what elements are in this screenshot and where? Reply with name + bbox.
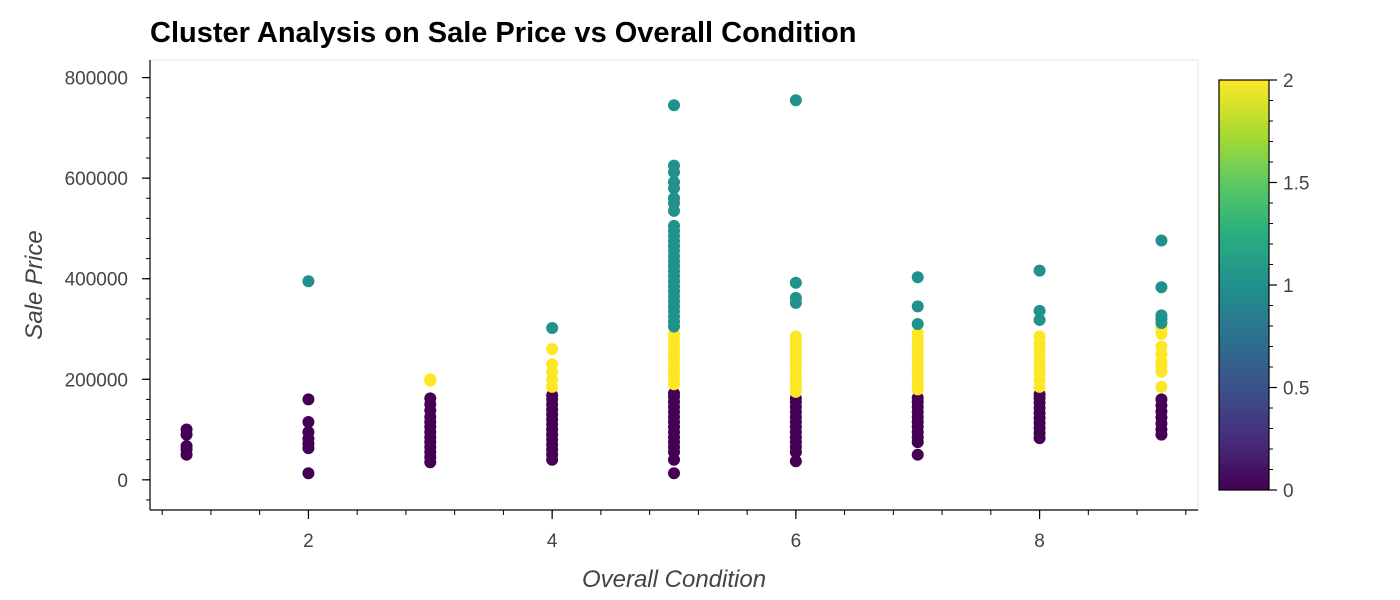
data-point-cluster-0 xyxy=(180,440,193,453)
data-point-cluster-1 xyxy=(1033,264,1046,277)
data-point-cluster-2 xyxy=(911,327,924,340)
data-point-cluster-1 xyxy=(911,300,924,313)
data-point-cluster-1 xyxy=(668,99,680,112)
points-layer xyxy=(180,94,1168,480)
data-point-cluster-0 xyxy=(302,426,315,439)
x-axis-label: Overall Condition xyxy=(582,566,766,593)
data-point-cluster-1 xyxy=(911,317,924,330)
data-point-cluster-2 xyxy=(1155,340,1168,353)
x-tick-label: 8 xyxy=(1034,531,1045,552)
data-point-cluster-1 xyxy=(668,192,680,205)
x-axis: 2 4 6 8 xyxy=(161,510,1187,552)
x-tick-label: 6 xyxy=(791,531,802,552)
data-point-cluster-1 xyxy=(789,94,802,107)
data-point-cluster-1 xyxy=(302,275,315,288)
data-point-cluster-0 xyxy=(789,455,802,468)
data-point-cluster-0 xyxy=(302,393,315,406)
data-point-cluster-1 xyxy=(668,159,680,172)
colorbar-tick-label: 1.5 xyxy=(1283,174,1309,195)
data-point-cluster-1 xyxy=(1155,234,1168,247)
y-tick-label: 800000 xyxy=(65,69,128,90)
data-point-cluster-1 xyxy=(1155,309,1168,322)
colorbar xyxy=(1218,79,1270,491)
data-point-cluster-1 xyxy=(789,276,802,289)
data-point-cluster-0 xyxy=(302,416,315,429)
data-point-cluster-2 xyxy=(546,343,559,356)
colorbar-tick-label: 0.5 xyxy=(1283,379,1309,400)
data-point-cluster-1 xyxy=(546,321,559,334)
data-point-cluster-2 xyxy=(546,358,559,371)
data-point-cluster-1 xyxy=(789,291,802,304)
colorbar-tick-label: 1 xyxy=(1283,276,1294,297)
data-point-cluster-0 xyxy=(302,467,315,480)
data-point-cluster-1 xyxy=(1033,304,1046,317)
data-point-cluster-0 xyxy=(424,392,437,405)
data-point-cluster-1 xyxy=(1033,313,1046,326)
x-tick-label: 2 xyxy=(303,531,314,552)
data-point-cluster-2 xyxy=(1155,380,1168,393)
colorbar-tick-label: 2 xyxy=(1283,71,1294,92)
data-point-cluster-0 xyxy=(668,387,680,400)
data-point-cluster-1 xyxy=(911,271,924,284)
data-point-cluster-0 xyxy=(911,448,924,461)
data-point-cluster-2 xyxy=(424,373,437,386)
data-point-cluster-2 xyxy=(1033,330,1046,343)
x-tick-label: 4 xyxy=(547,531,558,552)
y-tick-label: 600000 xyxy=(65,169,128,190)
data-point-cluster-0 xyxy=(1155,393,1168,406)
y-tick-label: 400000 xyxy=(65,270,128,291)
y-axis: 0 200000 400000 600000 800000 xyxy=(65,69,150,501)
y-tick-label: 200000 xyxy=(65,370,128,391)
colorbar-tick-label: 0 xyxy=(1283,481,1294,502)
colorbar-axis: 0 0.5 1 1.5 2 xyxy=(1269,71,1309,502)
data-point-cluster-0 xyxy=(180,423,193,436)
data-point-cluster-1 xyxy=(668,176,680,189)
chart-title: Cluster Analysis on Sale Price vs Overal… xyxy=(150,17,856,49)
data-point-cluster-1 xyxy=(1155,281,1168,294)
data-point-cluster-1 xyxy=(668,219,680,232)
y-axis-label: Sale Price xyxy=(21,230,48,339)
data-point-cluster-2 xyxy=(789,330,802,343)
y-tick-label: 0 xyxy=(117,471,128,492)
data-point-cluster-0 xyxy=(911,391,924,404)
data-point-cluster-0 xyxy=(546,389,559,402)
data-point-cluster-0 xyxy=(668,467,680,480)
